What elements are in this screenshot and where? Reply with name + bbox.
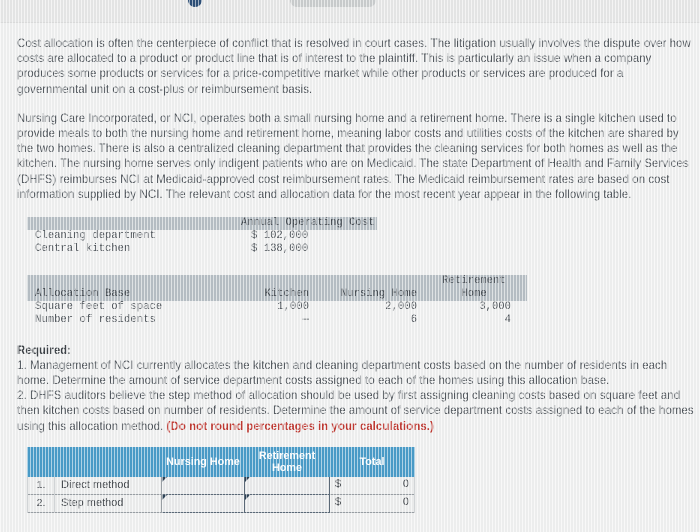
header-spacer-base (27, 275, 233, 289)
answer-table-header-row: Nursing Home Retirement Home Total (27, 446, 415, 477)
header-retirement-home-line1: Retirement (431, 275, 527, 289)
answer-header-retirement-home: Retirement Home (244, 446, 330, 477)
help-circle-icon[interactable] (188, 0, 202, 7)
table-row: Number of residents — 6 4 (27, 314, 527, 327)
required-item-1: 1. Management of NCI currently allocates… (17, 358, 668, 388)
answer-row-label-step-method: Step method (54, 493, 162, 513)
header-nursing-home: Nursing Home (319, 288, 431, 302)
required-section: Required: 1. Management of NCI currently… (0, 343, 700, 434)
total-value-1: 0 (402, 477, 409, 490)
paragraph-cost-allocation: Cost allocation is often the centerpiece… (17, 37, 691, 96)
table-row: Central kitchen $ 138,000 (27, 243, 377, 256)
answer-row-label-direct-method: Direct method (54, 475, 162, 495)
input-direct-method-retirement-home[interactable] (244, 475, 330, 495)
header-spacer-kitchen (233, 275, 319, 289)
row-value-cleaning-department: $ 102,000 (251, 229, 309, 242)
row-kitchen-residents: — (302, 313, 309, 326)
header-allocation-base: Allocation Base (27, 288, 233, 302)
input-step-method-retirement-home[interactable] (244, 493, 330, 513)
row-label-cleaning-department: Cleaning department (35, 229, 156, 242)
question-content: Cost allocation is often the centerpiece… (0, 22, 700, 513)
row-value-central-kitchen: $ 138,000 (251, 242, 309, 255)
header-blank (27, 217, 233, 230)
header-kitchen: Kitchen (233, 288, 319, 302)
row-label-square-feet: Square feet of space (35, 301, 163, 314)
answer-header-total: Total (329, 446, 415, 477)
total-currency-symbol-1: $ (335, 477, 342, 490)
paragraph-nci-background: Nursing Care Incorporated, or NCI, opera… (17, 111, 689, 201)
toolbar-pill-button[interactable] (290, 0, 376, 7)
answer-row-index-1: 1. (27, 475, 55, 495)
header-spacer-nursing (319, 275, 431, 289)
row-kitchen-square-feet: 1,000 (277, 301, 309, 314)
answer-header-nursing-home: Nursing Home (161, 446, 245, 477)
header-retirement-home-line2: Home (431, 288, 527, 302)
row-nursing-residents: 6 (410, 313, 417, 326)
total-value-2: 0 (402, 495, 409, 508)
table-row: Cleaning department $ 102,000 (27, 230, 377, 243)
total-step-method: $ 0 (329, 493, 415, 513)
table-row: Square feet of space 1,000 2,000 3,000 (27, 301, 527, 314)
row-retirement-square-feet: 3,000 (479, 301, 511, 314)
answer-header-blank-index (27, 446, 55, 477)
answer-row-index-2: 2. (27, 493, 55, 513)
answer-header-blank-method (54, 446, 162, 477)
answer-table: Nursing Home Retirement Home Total 1. Dir… (27, 446, 415, 513)
total-direct-method: $ 0 (329, 475, 415, 495)
row-retirement-residents: 4 (504, 313, 511, 326)
required-item-2-wrap: 2. DHFS auditors believe the step method… (17, 388, 696, 434)
input-direct-method-nursing-home[interactable] (161, 475, 245, 495)
table-header-row: Annual Operating Cost (27, 217, 377, 230)
top-toolbar (0, 0, 700, 23)
table-header-row: Allocation Base Kitchen Nursing Home Hom… (27, 288, 527, 302)
allocation-base-table: Retirement Allocation Base Kitchen Nursi… (27, 275, 527, 326)
table-row: 2. Step method $ 0 (27, 493, 415, 513)
input-step-method-nursing-home[interactable] (161, 493, 245, 513)
answer-header-retirement-line2: Home (272, 461, 302, 474)
required-title: Required: (17, 343, 72, 357)
row-label-number-of-residents: Number of residents (35, 313, 156, 326)
table-header-top-row: Retirement (27, 275, 527, 289)
row-nursing-square-feet: 2,000 (385, 301, 417, 314)
required-note: (Do not round percentages in your calcul… (166, 419, 434, 433)
header-annual-operating-cost: Annual Operating Cost (233, 217, 377, 230)
answer-header-retirement-line1: Retirement (258, 449, 316, 462)
total-currency-symbol-2: $ (335, 495, 342, 508)
annual-operating-cost-table: Annual Operating Cost Cleaning departmen… (27, 217, 377, 255)
table-row: 1. Direct method $ 0 (27, 475, 415, 495)
row-label-central-kitchen: Central kitchen (35, 242, 131, 255)
